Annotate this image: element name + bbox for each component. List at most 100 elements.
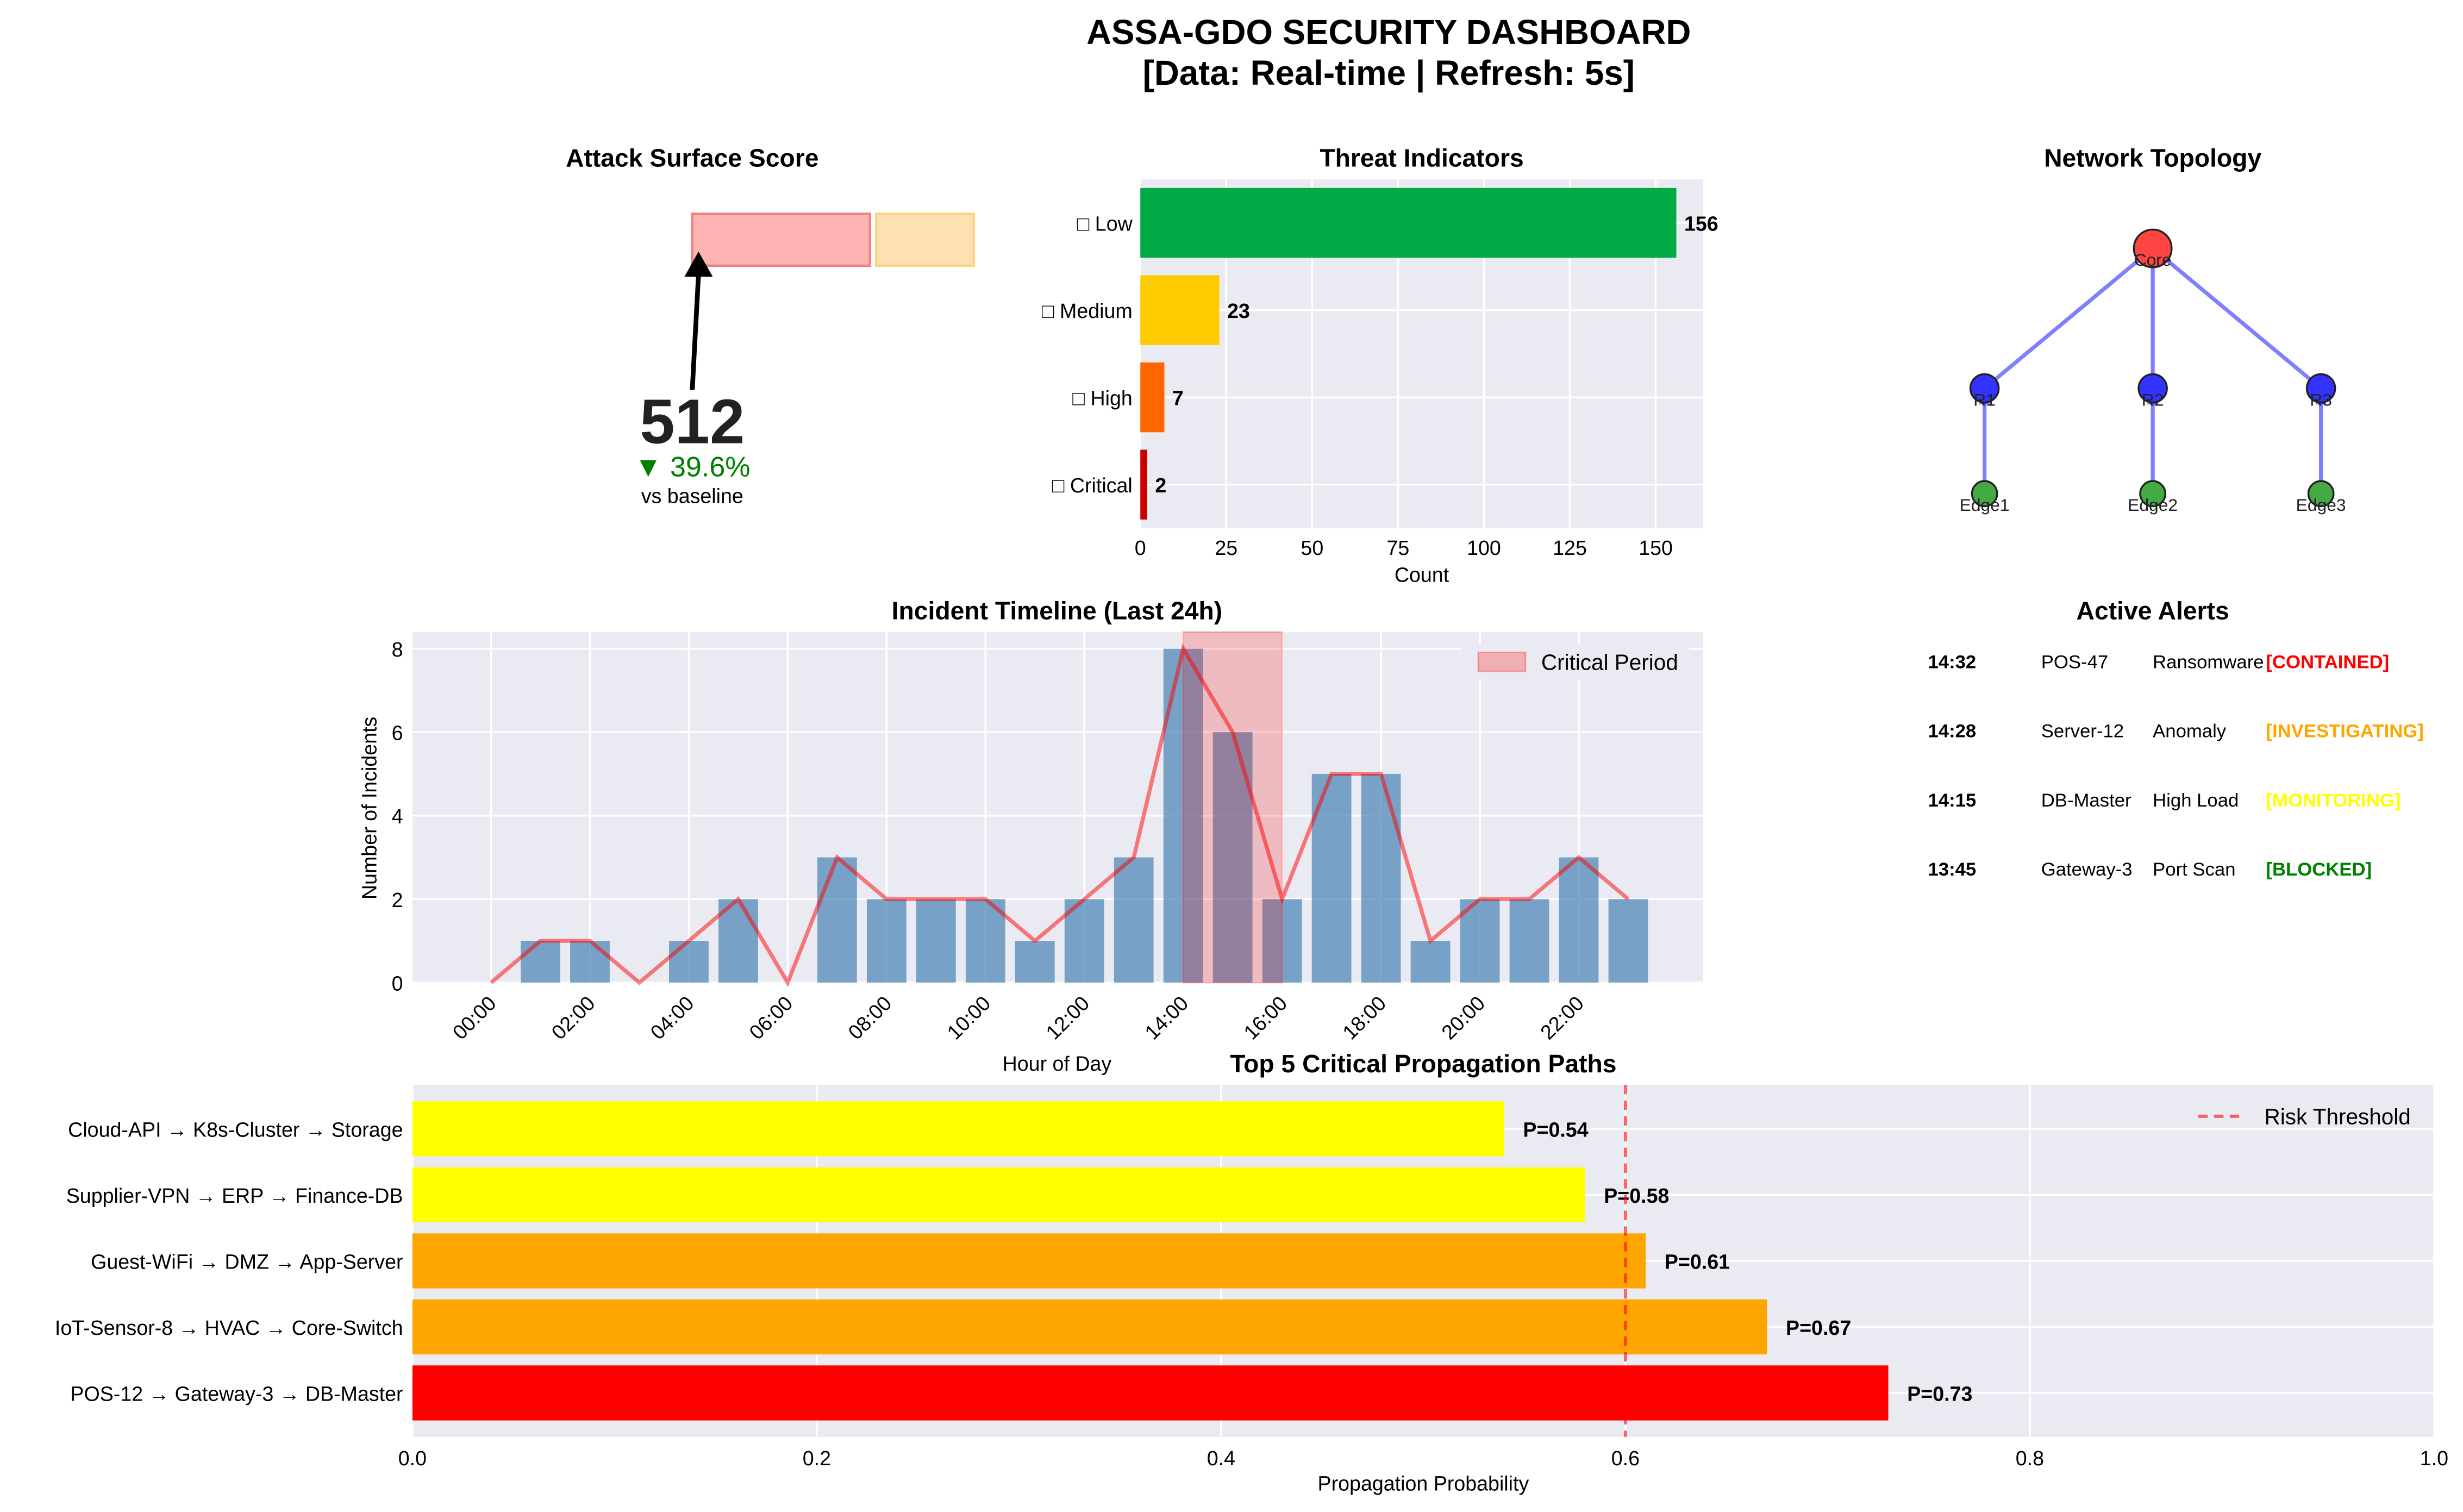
timeline-xtick-label: 06:00 xyxy=(745,991,797,1044)
network-node-label: R2 xyxy=(2142,390,2164,409)
alert-asset: Server-12 xyxy=(2041,721,2124,742)
paths-bar xyxy=(412,1299,1767,1355)
paths-xtick-label: 0.2 xyxy=(803,1447,831,1470)
timeline-ylabel: Number of Incidents xyxy=(358,717,380,899)
network-node-r1 xyxy=(1969,373,2000,404)
timeline-ytick-label: 8 xyxy=(392,638,403,661)
threat-category-label: □ Critical xyxy=(1052,474,1133,497)
threat-xtick-label: 0 xyxy=(1135,536,1146,559)
timeline-bar xyxy=(1460,899,1500,983)
paths-category-label: Supplier-VPN → ERP → Finance-DB xyxy=(66,1184,403,1207)
attack-surface-change: ▼ 39.6% xyxy=(634,451,751,483)
attack-surface-title: Attack Surface Score xyxy=(566,144,818,172)
network-node-e1 xyxy=(1971,480,1998,508)
timeline-xtick-label: 08:00 xyxy=(843,991,896,1044)
paths-xtick-label: 0.0 xyxy=(398,1447,427,1470)
timeline-bar xyxy=(1114,857,1154,983)
network-node-label: R1 xyxy=(1973,390,1996,409)
alert-type: Port Scan xyxy=(2153,859,2235,880)
timeline-xlabel: Hour of Day xyxy=(1003,1052,1112,1075)
timeline-xtick-label: 00:00 xyxy=(448,991,501,1044)
alert-asset: DB-Master xyxy=(2041,790,2131,811)
paths-legend: Risk Threshold xyxy=(2198,1104,2411,1129)
timeline-ytick-label: 6 xyxy=(392,722,403,745)
threat-xtick-label: 75 xyxy=(1386,536,1409,559)
alert-type: High Load xyxy=(2153,790,2239,811)
attack-surface-panel: Attack Surface Score 512 ▼ 39.6% vs base… xyxy=(566,144,975,508)
alert-status: [CONTAINED] xyxy=(2266,652,2389,672)
threat-bar xyxy=(1140,188,1677,258)
timeline-ytick-label: 2 xyxy=(392,889,403,911)
alert-time: 14:32 xyxy=(1928,652,1976,672)
paths-xtick-label: 0.8 xyxy=(2016,1447,2044,1470)
network-link xyxy=(1983,247,2154,390)
threat-xlabel: Count xyxy=(1395,563,1449,586)
threat-value-label: 156 xyxy=(1684,213,1718,235)
paths-xtick-label: 1.0 xyxy=(2420,1447,2448,1470)
timeline-bar xyxy=(718,899,758,983)
critical-period-span xyxy=(1182,631,1283,984)
timeline-bar xyxy=(1410,941,1451,983)
network-node-e2 xyxy=(2139,480,2167,508)
alerts-title: Active Alerts xyxy=(2077,597,2229,625)
threat-bar xyxy=(1140,362,1165,433)
threat-value-label: 7 xyxy=(1172,387,1184,410)
timeline-xtick-label: 22:00 xyxy=(1536,991,1588,1044)
threat-xtick-label: 100 xyxy=(1467,536,1501,559)
threat-category-label: □ Medium xyxy=(1042,299,1133,322)
network-node-e3 xyxy=(2307,480,2335,508)
timeline-bar xyxy=(1509,899,1549,983)
threat-indicators-chart: 156 23 7 2 0 25 50 75 100 125 150 □ Low □ Medium □ H… xyxy=(1042,144,1718,586)
alert-asset: POS-47 xyxy=(2041,652,2108,672)
threat-value-label: 2 xyxy=(1155,474,1166,497)
timeline-legend-swatch xyxy=(1477,652,1527,672)
alert-status: [BLOCKED] xyxy=(2266,859,2372,880)
alert-asset: Gateway-3 xyxy=(2041,859,2133,880)
paths-value-label: P=0.54 xyxy=(1523,1118,1588,1141)
timeline-bar xyxy=(521,941,560,983)
paths-value-label: P=0.67 xyxy=(1786,1316,1851,1339)
active-alerts-panel: Active Alerts 14:32 POS-47 Ransomware [CONT… xyxy=(1928,597,2423,880)
threat-xtick-label: 25 xyxy=(1215,536,1237,559)
score-pointer-head xyxy=(684,251,713,277)
network-node-label: Core xyxy=(2134,250,2172,270)
paths-xlabel: Propagation Probability xyxy=(1318,1472,1529,1495)
paths-category-label: Cloud-API → K8s-Cluster → Storage xyxy=(68,1118,403,1141)
alert-time: 14:28 xyxy=(1928,721,1976,742)
paths-title: Top 5 Critical Propagation Paths xyxy=(1230,1049,1616,1078)
alert-type: Anomaly xyxy=(2153,721,2227,742)
paths-bar xyxy=(412,1101,1504,1157)
timeline-ytick-label: 0 xyxy=(392,972,403,995)
timeline-bar xyxy=(1064,899,1104,983)
paths-xtick-label: 0.6 xyxy=(1611,1447,1640,1470)
threat-xtick-label: 150 xyxy=(1639,536,1673,559)
timeline-xtick-label: 12:00 xyxy=(1041,991,1093,1044)
paths-bar xyxy=(412,1365,1889,1421)
threat-bar xyxy=(1140,449,1147,520)
network-node-r3 xyxy=(2305,373,2336,404)
timeline-xtick-label: 04:00 xyxy=(646,991,698,1044)
timeline-trend-line xyxy=(490,643,1630,988)
risk-zone-orange xyxy=(875,213,975,267)
timeline-xtick-label: 10:00 xyxy=(942,991,995,1044)
network-node-r2 xyxy=(2137,373,2168,404)
timeline-bar xyxy=(1608,899,1648,983)
paths-category-label: Guest-WiFi → DMZ → App-Server xyxy=(91,1250,403,1273)
incident-timeline-chart: 0 2 4 6 8 00:00 02:00 04:00 06:00 08:00 10:00 12:00… xyxy=(358,597,1703,1075)
alert-time: 14:15 xyxy=(1928,790,1976,811)
risk-zone-red xyxy=(691,213,871,267)
timeline-bar xyxy=(817,857,857,983)
timeline-bar xyxy=(1559,857,1599,983)
threat-xtick-label: 125 xyxy=(1553,536,1587,559)
timeline-bar xyxy=(965,899,1005,983)
timeline-ytick-label: 4 xyxy=(392,805,403,828)
network-node-label: R3 xyxy=(2310,390,2332,409)
timeline-bar xyxy=(866,899,907,983)
timeline-legend: Critical Period xyxy=(1461,645,1689,679)
threat-category-label: □ Low xyxy=(1077,213,1133,235)
threat-value-label: 23 xyxy=(1227,299,1250,322)
score-pointer-arrow xyxy=(690,273,701,390)
timeline-title: Incident Timeline (Last 24h) xyxy=(892,597,1222,625)
timeline-xtick-label: 18:00 xyxy=(1338,991,1390,1044)
